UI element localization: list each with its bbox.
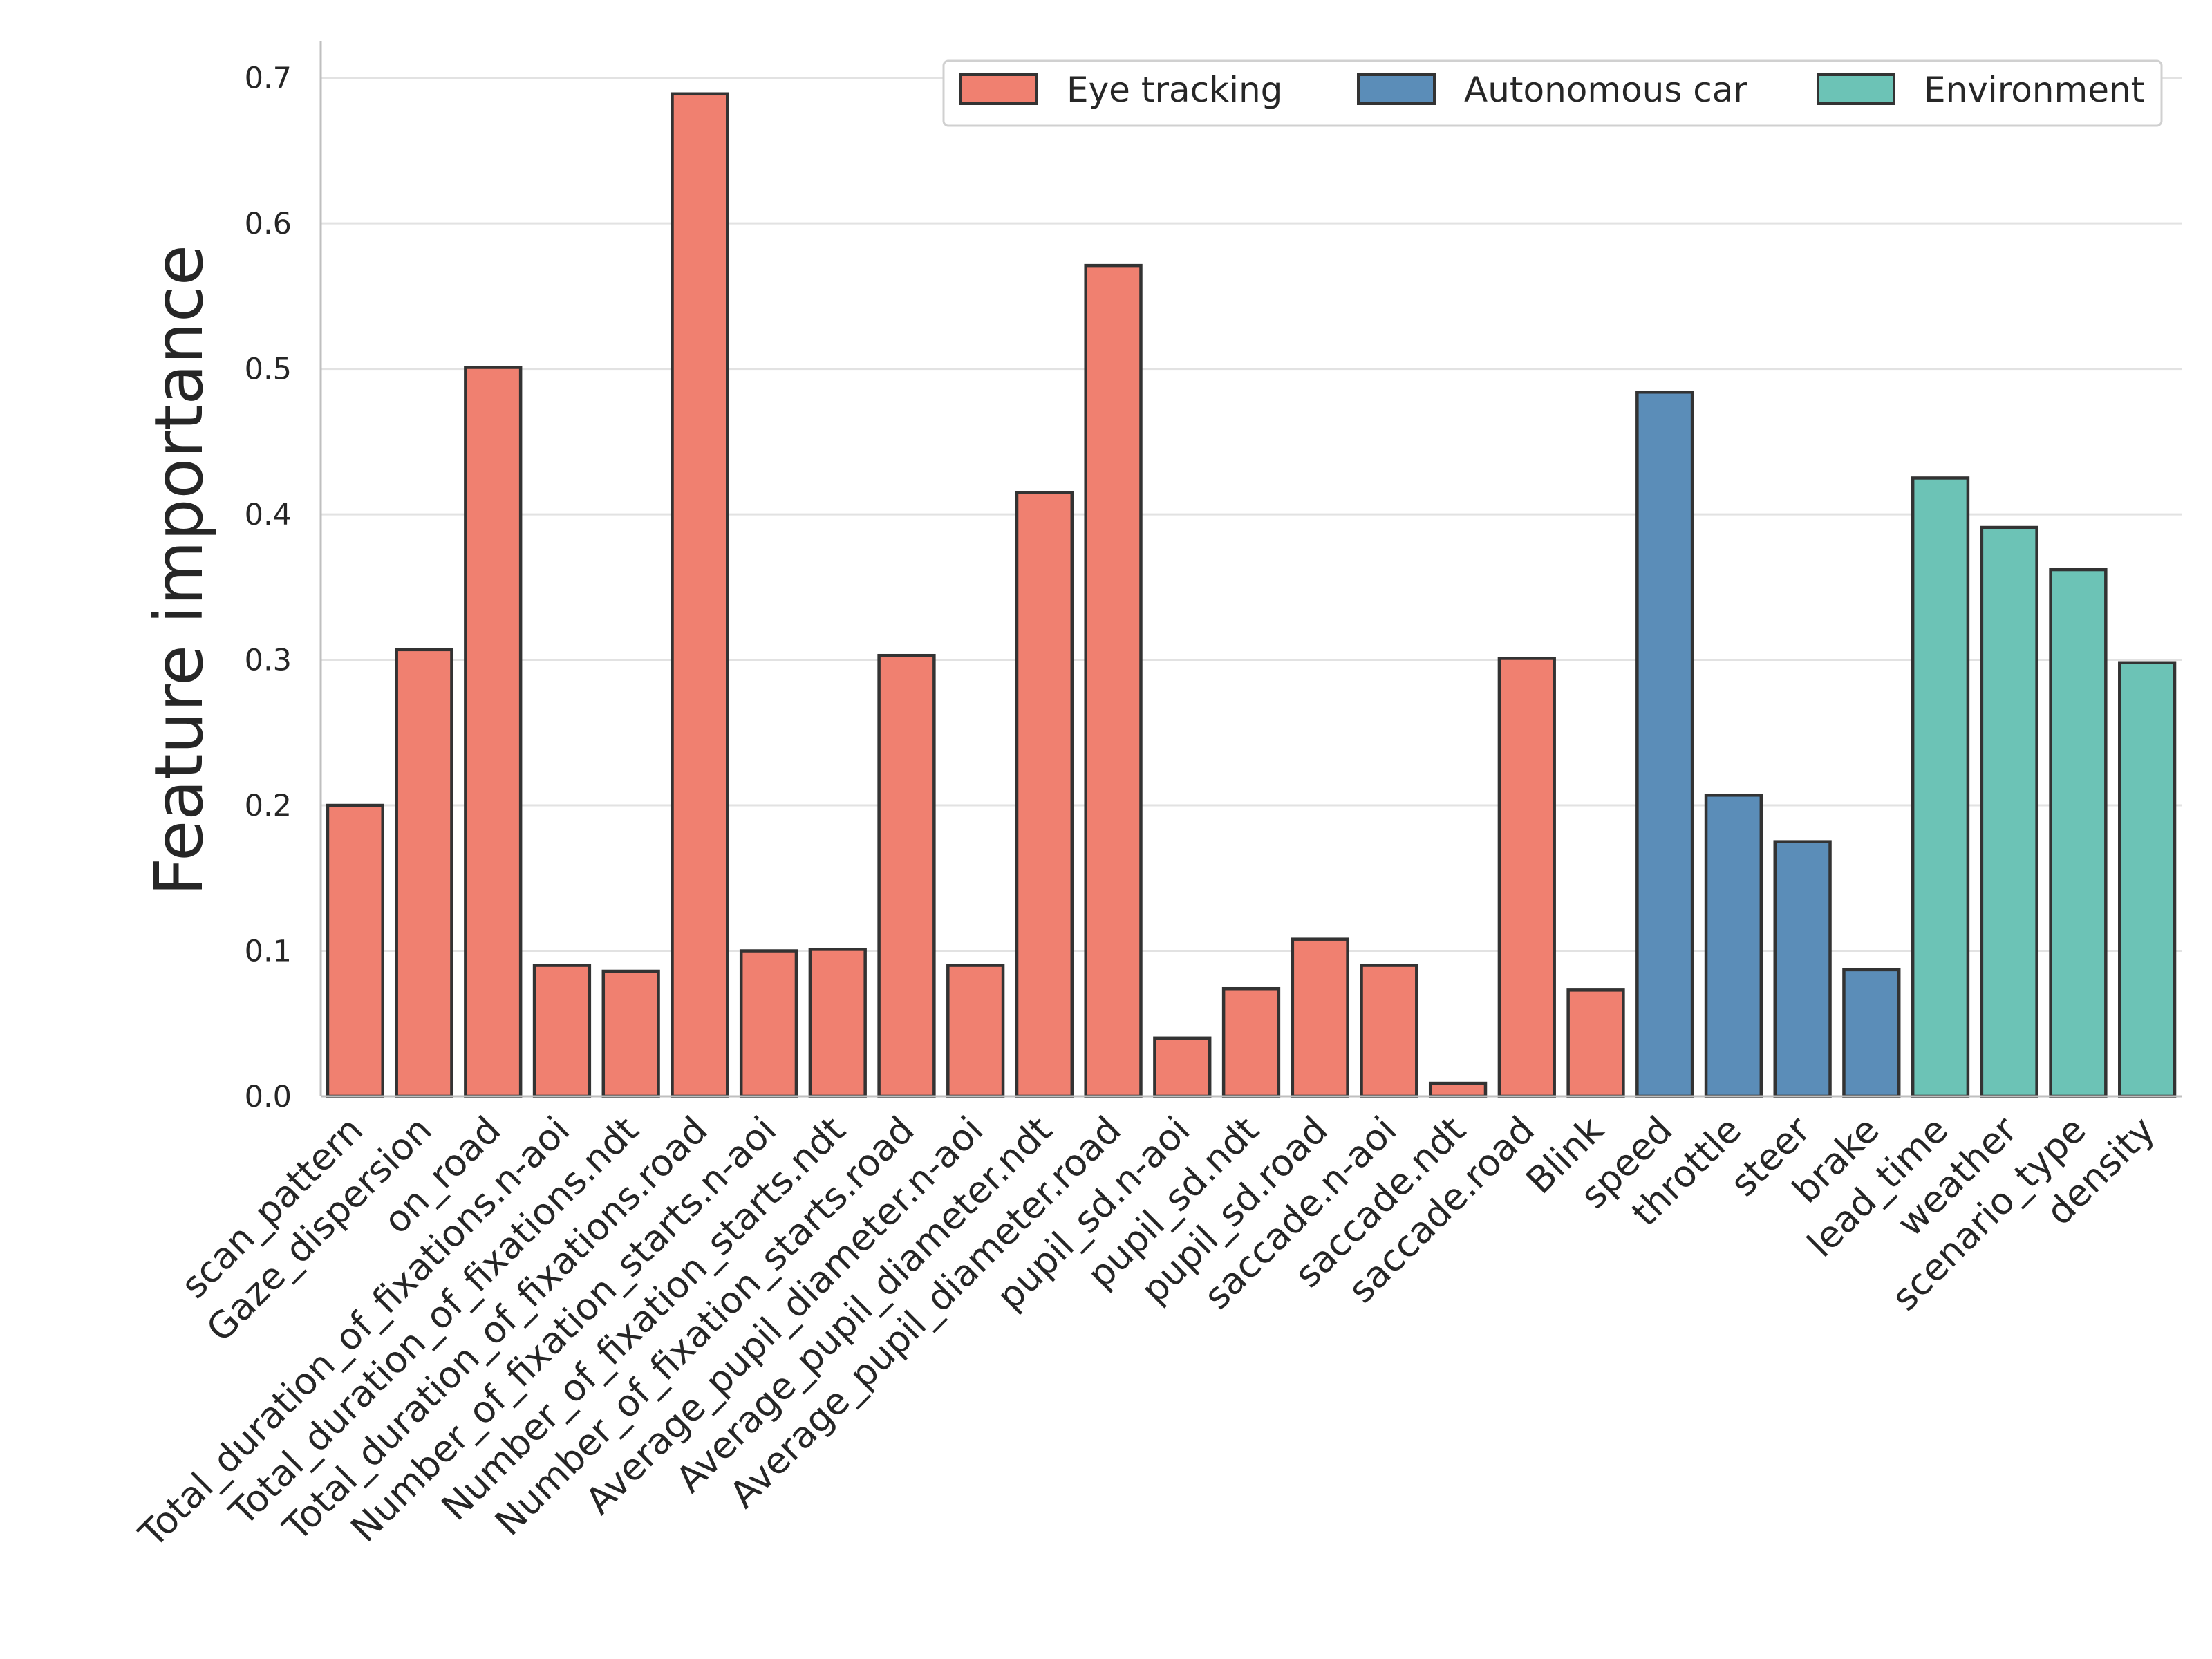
y-tick-label: 0.1 bbox=[245, 935, 292, 969]
legend-label-autonomous-car: Autonomous car bbox=[1464, 70, 1747, 110]
bar-total-duration-of-fixations-n-aoi bbox=[532, 964, 592, 1098]
bar-number-of-fixation-starts-ndt bbox=[808, 948, 867, 1098]
y-tick-label: 0.2 bbox=[245, 789, 292, 823]
y-tick-labels: 0.0 0.1 0.2 0.3 0.4 0.5 0.6 0.7 bbox=[245, 62, 292, 1114]
legend-label-environment: Environment bbox=[1924, 70, 2144, 110]
bar-on-road bbox=[464, 366, 523, 1098]
bars bbox=[326, 92, 2177, 1098]
bar-number-of-fixation-starts-n-aoi bbox=[739, 949, 798, 1098]
x-tick-labels: scan_patternGaze_dispersionon_roadTotal_… bbox=[131, 1109, 2163, 1556]
legend-swatch-environment bbox=[1817, 73, 1895, 105]
y-tick-label: 0.4 bbox=[245, 498, 292, 532]
axes bbox=[319, 41, 2182, 1098]
bar-average-pupil-diameter-ndt bbox=[1015, 491, 1074, 1098]
bar-average-pupil-diameter-n-aoi bbox=[946, 964, 1005, 1098]
bar-saccade-road bbox=[1497, 657, 1556, 1098]
y-tick-label: 0.5 bbox=[245, 353, 292, 387]
bar-pupil-sd-road bbox=[1291, 937, 1349, 1098]
bar-density bbox=[2118, 661, 2177, 1098]
bar-steer bbox=[1773, 840, 1832, 1098]
bar-pupil-sd-n-aoi bbox=[1153, 1036, 1212, 1098]
bar-blink bbox=[1566, 988, 1625, 1098]
legend-swatch-eye-tracking bbox=[959, 73, 1038, 105]
bar-gaze-dispersion bbox=[395, 648, 453, 1098]
bar-scan-pattern bbox=[326, 803, 384, 1098]
bar-total-duration-of-fixations-ndt bbox=[601, 969, 660, 1098]
bar-weather bbox=[1980, 525, 2038, 1098]
y-axis-label: Feature importance bbox=[140, 245, 218, 896]
bar-saccade-n-aoi bbox=[1360, 964, 1418, 1098]
y-tick-label: 0.6 bbox=[245, 207, 292, 241]
bar-scenario-type bbox=[2049, 568, 2108, 1098]
legend: Eye tracking Autonomous car Environment bbox=[942, 59, 2163, 127]
bar-average-pupil-diameter-road bbox=[1084, 263, 1143, 1098]
legend-label-eye-tracking: Eye tracking bbox=[1067, 70, 1282, 110]
bar-saccade-ndt bbox=[1428, 1081, 1488, 1098]
bar-number-of-fixation-starts-road bbox=[877, 653, 936, 1098]
y-tick-label: 0.3 bbox=[245, 644, 292, 678]
bar-throttle bbox=[1704, 794, 1763, 1098]
y-tick-label: 0.0 bbox=[245, 1080, 292, 1114]
bar-brake bbox=[1842, 968, 1901, 1098]
bar-pupil-sd-ndt bbox=[1221, 986, 1281, 1098]
legend-swatch-autonomous-car bbox=[1357, 73, 1436, 105]
bar-speed bbox=[1635, 391, 1694, 1098]
bar-lead-time bbox=[1911, 476, 1970, 1098]
y-gridlines bbox=[321, 77, 2182, 1098]
y-tick-label: 0.7 bbox=[245, 62, 292, 96]
bar-total-duration-of-fixations-road bbox=[671, 92, 729, 1098]
